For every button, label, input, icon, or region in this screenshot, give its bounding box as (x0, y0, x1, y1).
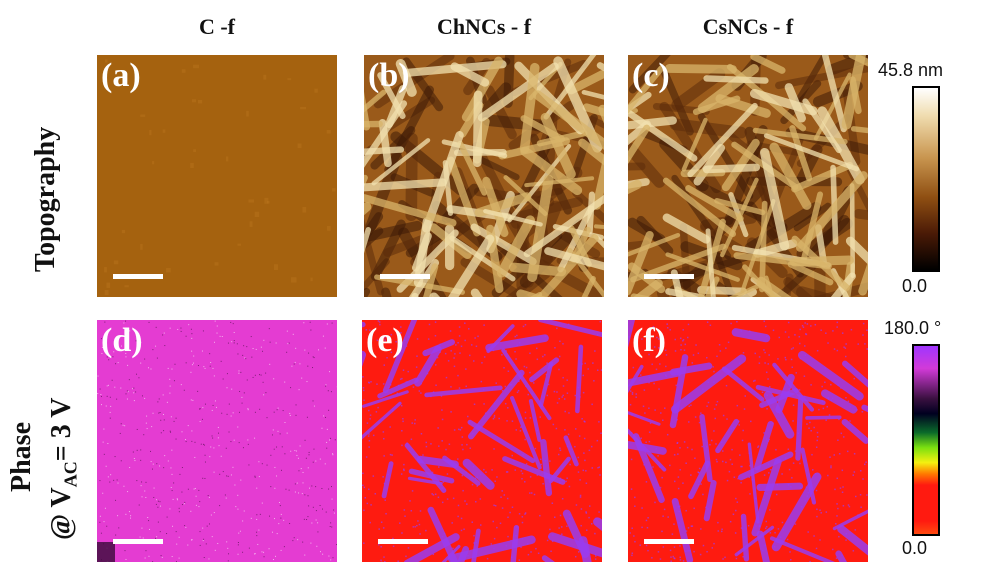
panel-label: (f) (632, 322, 666, 359)
afm-image-c: (c) (628, 55, 868, 297)
topography-colorbar (912, 86, 940, 272)
phase-colorbar-max-label: 180.0 ° (884, 318, 942, 338)
afm-image-a: (a) (97, 55, 337, 297)
column-title-chncs-f: ChNCs - f (436, 14, 532, 39)
row-title-topography: Topography (30, 126, 61, 272)
phase-colorbar (912, 344, 940, 536)
afm-image-e: (e) (362, 320, 602, 562)
phase-colorbar-min-label: 0.0 (902, 538, 928, 558)
panel-label: (b) (368, 57, 410, 94)
row-title-phase: Phase (6, 422, 37, 492)
scale-bar (380, 274, 430, 279)
topography-colorbar-max-label: 45.8 nm (878, 60, 944, 80)
scale-bar (113, 539, 163, 544)
scale-bar (644, 539, 694, 544)
scale-bar (113, 274, 163, 279)
panel-label: (e) (366, 322, 404, 359)
topography-colorbar-min-label: 0.0 (902, 276, 928, 296)
phase-texture (97, 320, 337, 562)
phase-texture (628, 320, 868, 562)
column-title-c-f: C -f (198, 14, 236, 39)
panel-label: (c) (632, 57, 670, 94)
topography-texture (628, 55, 868, 297)
panel-label: (d) (101, 322, 143, 359)
topography-texture (364, 55, 604, 297)
scale-bar (644, 274, 694, 279)
topography-texture (97, 55, 337, 297)
afm-image-d: (d) (97, 320, 337, 562)
afm-image-f: (f) (628, 320, 868, 562)
afm-image-b: (b) (364, 55, 604, 297)
phase-texture (362, 320, 602, 562)
scale-bar (378, 539, 428, 544)
panel-label: (a) (101, 57, 141, 94)
column-title-csncs-f: CsNCs - f (702, 14, 794, 39)
row-title-phase-condition: @ VAC= 3 V (46, 397, 81, 540)
